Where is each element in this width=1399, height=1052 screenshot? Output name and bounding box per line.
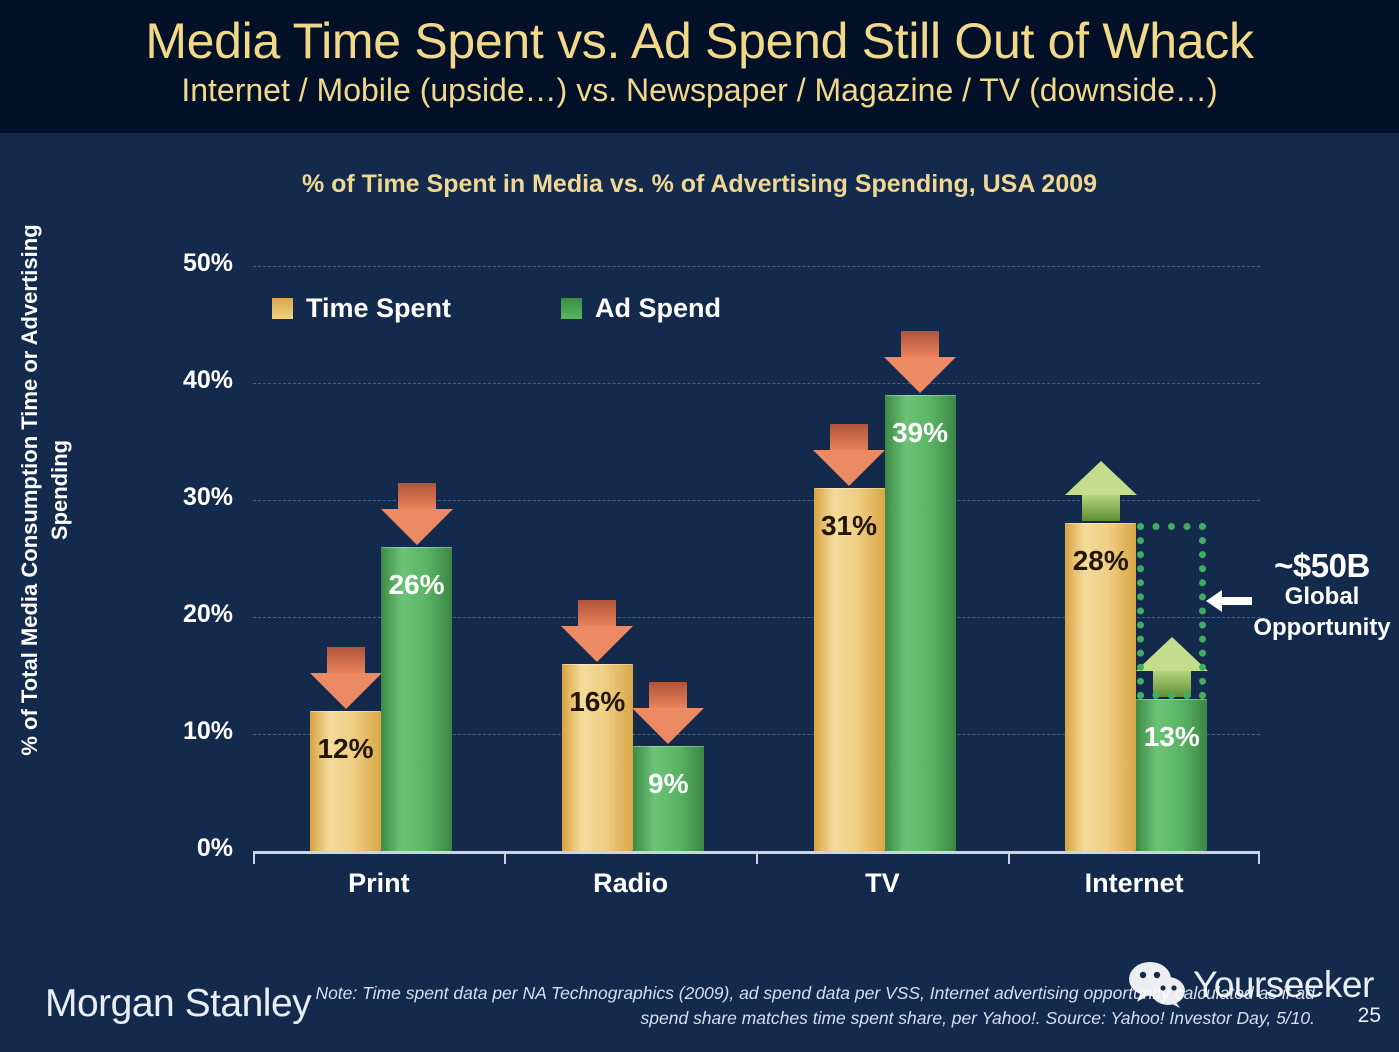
x-axis-tick: [253, 851, 255, 864]
legend-item-ad-spend: Ad Spend: [561, 293, 721, 324]
x-label-internet: Internet: [1084, 868, 1184, 898]
legend-label: Ad Spend: [595, 293, 722, 323]
down-arrow-icon: [813, 424, 885, 487]
y-axis-tick-label: 30%: [182, 483, 233, 511]
down-arrow-icon: [380, 482, 453, 545]
gridline: [253, 617, 1260, 618]
opportunity-box: [1137, 523, 1207, 699]
legend-swatch-icon: [561, 298, 583, 319]
x-label-print: Print: [348, 868, 410, 898]
callout-line-3: Opportunity: [1253, 614, 1391, 641]
bar-radio-ad-spend: 9%: [632, 745, 704, 851]
y-axis-tick-label: 20%: [182, 600, 233, 628]
bar-value-label: 26%: [388, 568, 445, 600]
y-axis-tick-label: 40%: [182, 366, 233, 394]
footnote-line-2: spend share matches time spent share, pe…: [640, 1008, 1315, 1028]
bar-internet-ad-spend: 13%: [1136, 698, 1208, 851]
bar-value-label: 12%: [317, 732, 374, 764]
chart-title: % of Time Spent in Media vs. % of Advert…: [301, 170, 1098, 198]
x-axis-tick: [1258, 851, 1260, 864]
x-label-radio: Radio: [593, 868, 669, 898]
footnote-line-1: Note: Time spent data per NA Technograph…: [315, 983, 1315, 1003]
wechat-icon: [1129, 962, 1185, 1008]
y-axis-tick-label: 0%: [196, 834, 233, 862]
bar-print-time-spent: 12%: [310, 710, 381, 851]
down-arrow-icon: [632, 681, 705, 744]
gridline: [253, 500, 1260, 501]
bar-internet-time-spent: 28%: [1065, 523, 1137, 851]
bar-tv-ad-spend: 39%: [884, 394, 956, 851]
bar-value-label: 13%: [1143, 720, 1200, 752]
x-axis-tick: [756, 851, 758, 864]
watermark: Yourseeker: [1127, 962, 1374, 1008]
morgan-stanley-logo: Morgan Stanley: [45, 982, 312, 1025]
y-axis-tick-label: 50%: [182, 249, 233, 277]
callout-arrow-icon: [1206, 590, 1252, 612]
bar-print-ad-spend: 26%: [381, 546, 452, 851]
y-axis-tick-label: 10%: [182, 717, 233, 745]
bar-value-label: 16%: [569, 685, 626, 717]
gridline: [253, 383, 1260, 384]
x-label-tv: TV: [865, 868, 900, 898]
gridline: [253, 266, 1260, 267]
opportunity-callout: ~$50B Global Opportunity: [1246, 547, 1398, 643]
bar-value-label: 39%: [891, 416, 949, 448]
bar-value-label: 9%: [648, 767, 689, 799]
header-band: Media Time Spent vs. Ad Spend Still Out …: [0, 0, 1399, 133]
chart-legend: Time Spent Ad Spend: [272, 293, 831, 324]
watermark-text: Yourseeker: [1193, 964, 1374, 1005]
down-arrow-icon: [561, 599, 634, 662]
down-arrow-icon: [309, 646, 382, 709]
footnote: Note: Time spent data per NA Technograph…: [315, 981, 1315, 1031]
callout-value: ~$50B: [1274, 547, 1370, 584]
slide-subtitle: Internet / Mobile (upside…) vs. Newspape…: [181, 72, 1218, 108]
bar-tv-time-spent: 31%: [813, 488, 885, 851]
slide-title: Media Time Spent vs. Ad Spend Still Out …: [145, 13, 1254, 69]
callout-line-2: Global: [1284, 583, 1360, 610]
x-axis-tick: [1008, 851, 1010, 864]
legend-label: Time Spent: [306, 293, 452, 323]
y-axis-title: % of Total Media Consumption Time or Adv…: [17, 224, 72, 756]
x-axis-tick: [504, 851, 506, 864]
bar-radio-time-spent: 16%: [561, 663, 633, 851]
legend-swatch-icon: [272, 298, 293, 319]
down-arrow-icon: [884, 330, 956, 393]
legend-item-time-spent: Time Spent: [272, 293, 451, 324]
page-number: 25: [1357, 1004, 1381, 1027]
bar-value-label: 28%: [1072, 545, 1129, 577]
bar-value-label: 31%: [820, 510, 878, 542]
gridline: [253, 734, 1260, 735]
up-arrow-icon: [1064, 461, 1137, 522]
